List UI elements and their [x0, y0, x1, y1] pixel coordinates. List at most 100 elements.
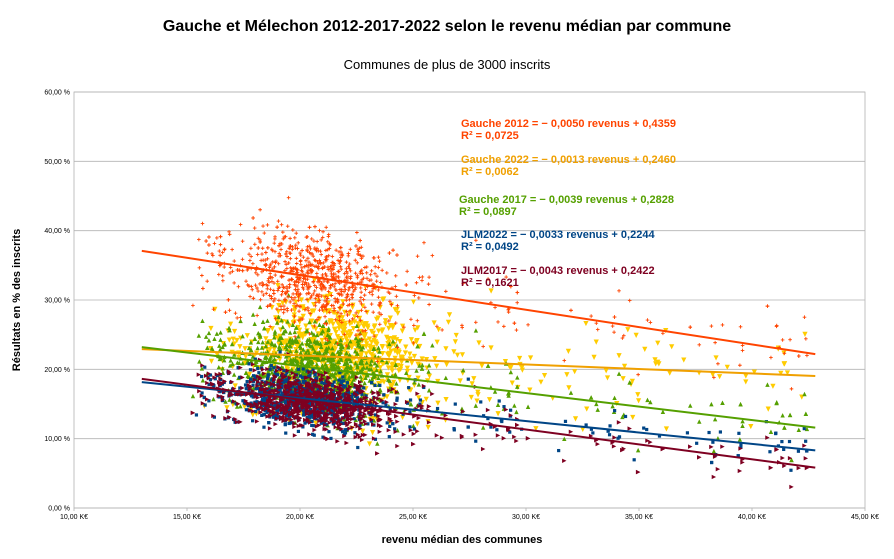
data-point — [311, 301, 317, 308]
data-point — [341, 375, 345, 379]
data-point — [253, 362, 259, 367]
data-point — [297, 399, 302, 404]
data-point — [294, 408, 299, 413]
data-point — [417, 296, 421, 300]
data-point — [379, 398, 385, 403]
data-point — [364, 265, 369, 269]
data-point — [367, 345, 373, 352]
data-point — [227, 397, 232, 402]
data-point — [322, 417, 327, 422]
data-point — [751, 369, 757, 375]
data-point — [319, 286, 323, 290]
data-point — [241, 399, 245, 403]
x-tick-label: 30,00 K€ — [512, 514, 540, 521]
data-point — [333, 281, 337, 286]
data-point — [200, 318, 205, 323]
data-point — [272, 342, 278, 348]
data-point — [337, 261, 342, 265]
data-point — [213, 377, 217, 381]
data-point — [271, 288, 276, 293]
data-point — [307, 420, 313, 425]
data-point — [307, 370, 312, 375]
data-point — [485, 407, 491, 413]
data-point — [265, 339, 271, 344]
data-point — [338, 305, 343, 310]
data-point — [305, 291, 309, 296]
data-point — [375, 451, 380, 456]
data-point — [208, 378, 213, 382]
data-point — [238, 315, 243, 320]
data-point — [608, 424, 612, 428]
data-point — [314, 285, 319, 290]
data-point — [275, 225, 279, 229]
data-point — [367, 410, 372, 416]
data-point — [263, 343, 269, 349]
data-point — [227, 308, 232, 313]
data-point — [302, 355, 307, 361]
data-point — [285, 319, 290, 324]
data-point — [452, 427, 456, 431]
data-point — [261, 282, 266, 287]
data-point — [237, 392, 242, 397]
data-point — [355, 396, 360, 400]
data-point — [315, 317, 319, 322]
data-point — [294, 387, 299, 392]
data-point — [352, 417, 356, 421]
data-point — [371, 324, 377, 330]
data-point — [221, 278, 225, 283]
data-point — [338, 349, 343, 355]
data-point — [217, 347, 223, 352]
data-point — [387, 251, 392, 255]
data-point — [397, 366, 404, 372]
data-point — [230, 392, 235, 397]
data-point — [207, 243, 211, 247]
data-point — [404, 370, 409, 375]
data-point — [379, 344, 385, 350]
data-point — [295, 343, 301, 349]
data-point — [218, 337, 223, 342]
data-point — [335, 299, 340, 304]
data-point — [356, 445, 360, 450]
data-point — [306, 306, 310, 310]
data-point — [416, 415, 422, 421]
data-point — [359, 268, 364, 273]
trend-equation: Gauche 2012 = − 0,0050 revenus + 0,4359 — [461, 118, 676, 130]
data-point — [348, 269, 353, 273]
data-point — [353, 286, 358, 290]
data-point — [227, 393, 233, 398]
data-point — [285, 286, 289, 291]
data-point — [564, 372, 570, 378]
data-point — [562, 436, 567, 442]
data-point — [321, 261, 326, 265]
data-point — [419, 405, 425, 411]
data-point — [355, 432, 361, 437]
data-point — [250, 312, 256, 317]
data-point — [302, 411, 306, 415]
data-point — [320, 323, 326, 328]
data-point — [802, 427, 806, 431]
data-point — [583, 320, 589, 327]
data-point — [359, 302, 364, 306]
data-point — [344, 350, 349, 356]
data-point — [357, 398, 363, 404]
data-point — [329, 410, 334, 416]
data-point — [265, 366, 270, 372]
data-point — [453, 402, 457, 406]
data-point — [363, 338, 369, 344]
data-point — [242, 346, 248, 352]
data-point — [710, 460, 714, 465]
data-point — [323, 422, 327, 426]
data-point — [274, 373, 278, 377]
data-point — [314, 248, 319, 253]
data-point — [394, 343, 400, 348]
chart-subtitle: Communes de plus de 3000 inscrits — [343, 57, 551, 72]
data-point — [326, 327, 331, 333]
data-point — [476, 340, 482, 346]
data-point — [260, 252, 264, 256]
data-point — [288, 300, 292, 304]
data-point — [332, 370, 338, 376]
data-point — [307, 225, 312, 230]
data-point — [343, 287, 348, 292]
data-point — [415, 325, 421, 331]
